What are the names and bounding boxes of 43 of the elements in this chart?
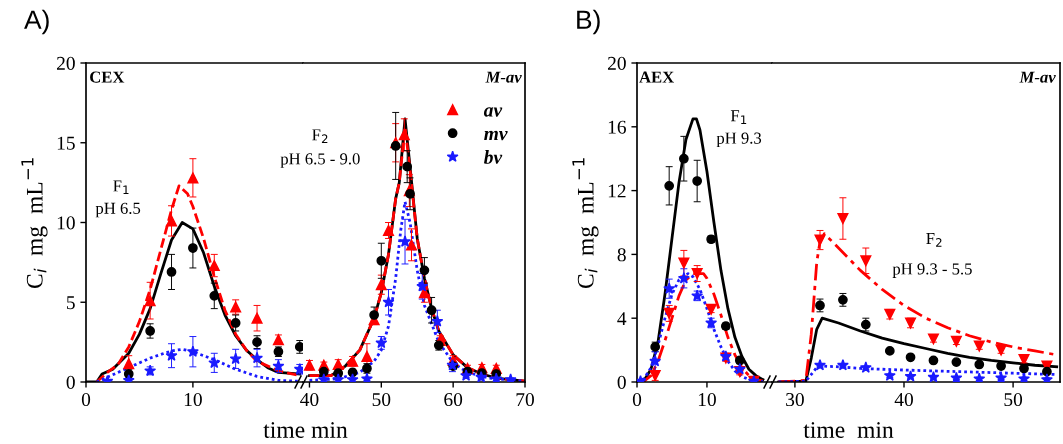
annotation: pH 6.5 <box>95 202 141 218</box>
annotation: pH 9.3 - 5.5 <box>892 263 972 278</box>
annotation: pH 6.5 - 9.0 <box>280 153 360 168</box>
y-tick-label: 8 <box>617 248 626 262</box>
x-axis-title: time min <box>263 422 348 438</box>
y-tick-label: 0 <box>66 375 75 389</box>
y-axis-title: C$_{i}$ mg mL$^{−1}$ <box>572 158 599 289</box>
y-tick-label: 16 <box>608 120 626 134</box>
y-tick-label: 15 <box>57 136 75 150</box>
x-tick-label: 10 <box>698 392 716 407</box>
annotation: F$_{2}$ <box>926 233 942 247</box>
annotation: F$_{1}$ <box>730 110 747 124</box>
x-tick-label: 60 <box>444 392 463 407</box>
annotation: M-av <box>485 71 522 83</box>
annotation: M-av <box>1019 71 1056 83</box>
y-tick-label: 20 <box>56 56 75 70</box>
x-tick-label: 40 <box>300 392 319 407</box>
x-axis-title: time min <box>803 422 894 438</box>
x-tick-label: 50 <box>372 392 391 407</box>
legend-label: mv <box>484 130 508 141</box>
x-tick-label: 0 <box>81 392 91 407</box>
x-tick-label: 50 <box>1004 392 1023 407</box>
chart-title: A) <box>24 9 49 35</box>
chart-title: B) <box>577 9 600 35</box>
x-tick-label: 30 <box>786 392 804 407</box>
y-tick-label: 20 <box>607 56 626 70</box>
y-tick-label: 0 <box>617 375 626 389</box>
annotation: CEX <box>90 71 125 83</box>
y-tick-label: 12 <box>608 184 626 198</box>
annotation: F$_{2}$ <box>312 129 328 144</box>
annotation: F$_{1}$ <box>113 180 129 195</box>
legend-label: av <box>483 107 503 117</box>
annotation: pH 9.3 <box>716 132 762 148</box>
y-tick-label: 10 <box>57 216 75 230</box>
legend-label: bv <box>484 150 503 164</box>
y-tick-label: 4 <box>617 312 627 325</box>
x-tick-label: 10 <box>184 392 202 407</box>
x-tick-label: 70 <box>516 392 534 407</box>
x-tick-label: 40 <box>894 392 913 407</box>
y-tick-label: 5 <box>66 296 75 310</box>
y-axis-title: C$_{i}$ mg mL$^{−1}$ <box>21 158 48 289</box>
x-tick-label: 0 <box>632 392 642 407</box>
annotation: AEX <box>639 71 675 83</box>
